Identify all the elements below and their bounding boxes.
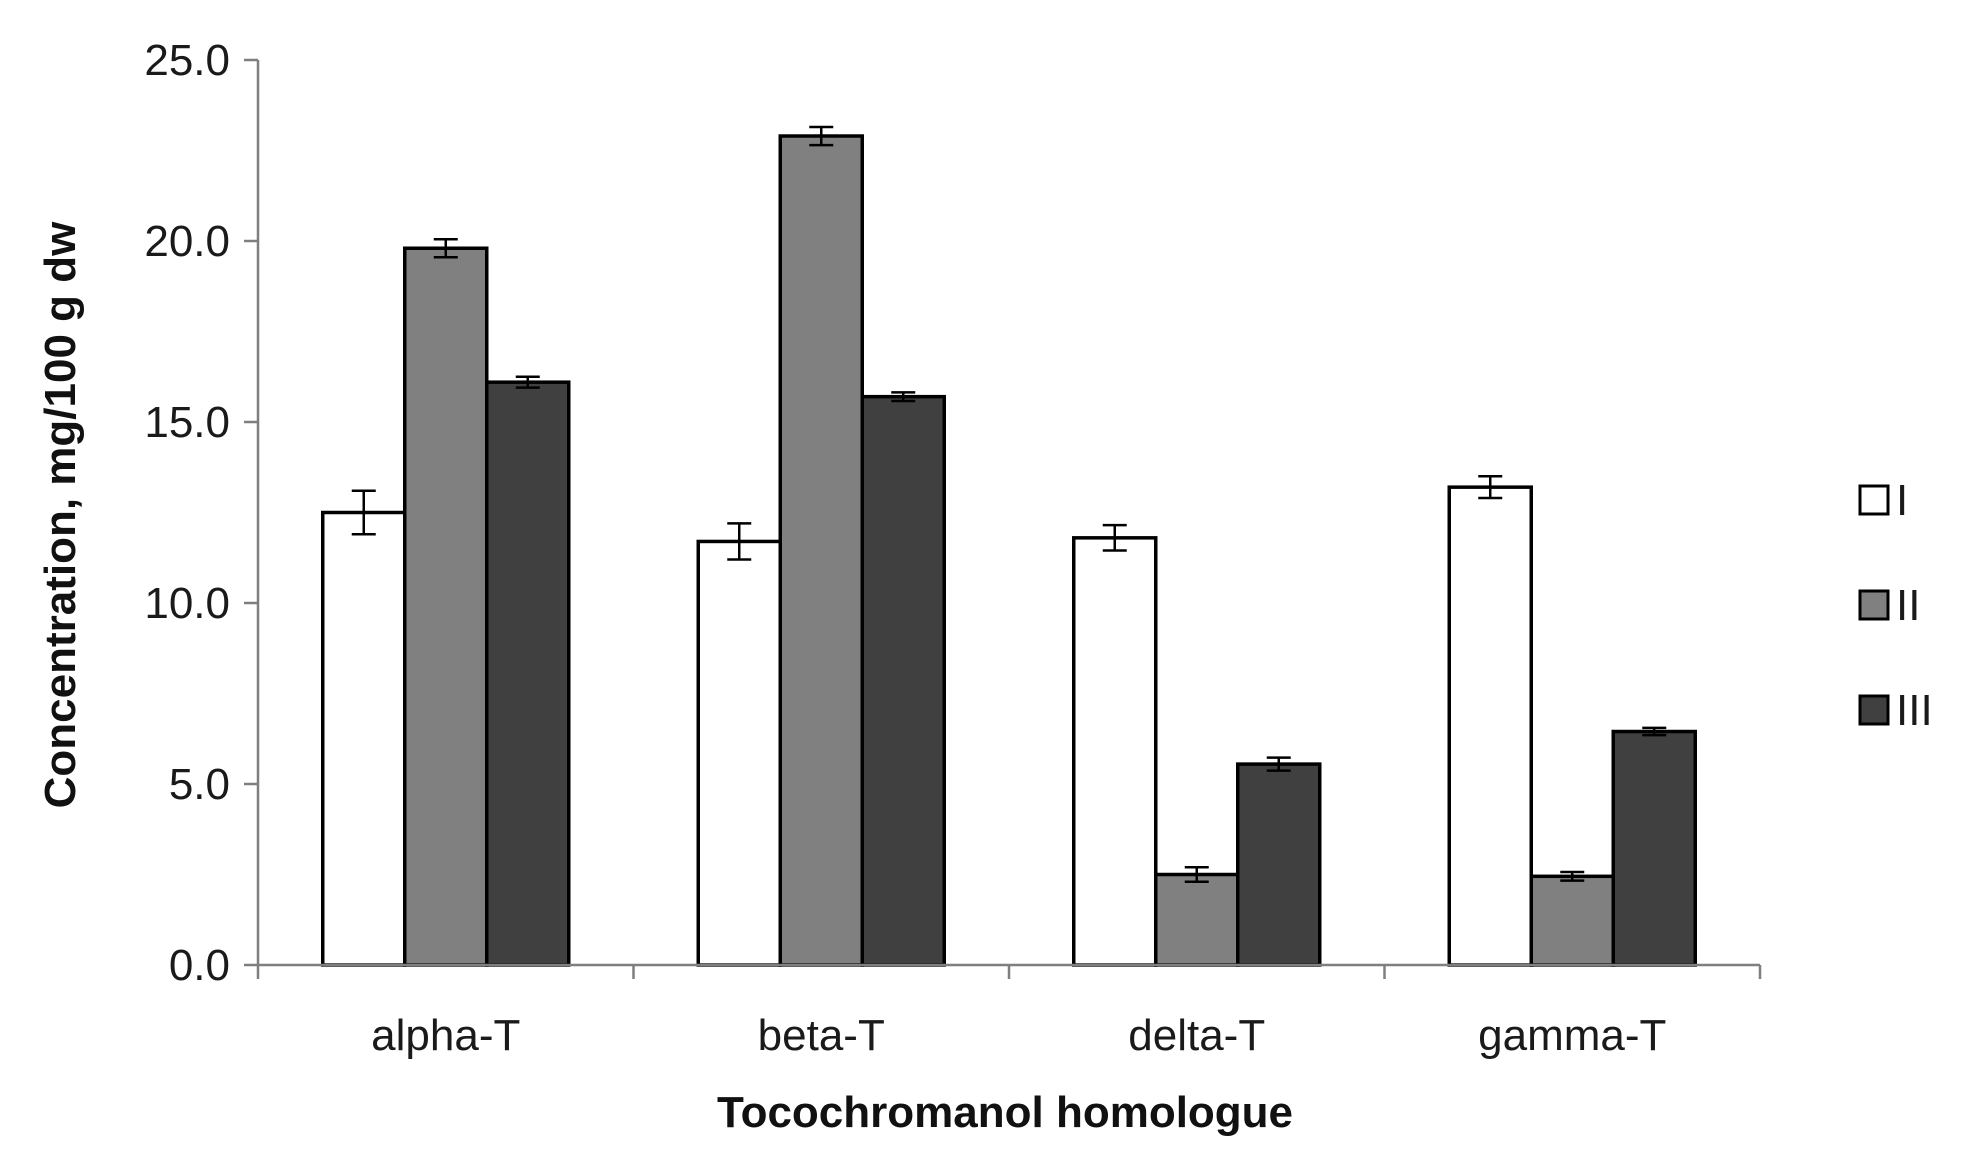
legend-label-III: III: [1896, 686, 1933, 735]
bar-beta-T-I: [696, 539, 782, 967]
bar-beta-T-II: [778, 134, 864, 967]
axes-layer: [244, 58, 1762, 979]
bar-gamma-T-I: [1447, 485, 1533, 967]
legend-swatch-III: [1858, 694, 1890, 726]
legend-label-I: I: [1896, 476, 1908, 525]
bar-alpha-T-I: [321, 510, 407, 967]
y-tick-label-20: 20.0: [144, 217, 230, 266]
y-tick-label-0: 0.0: [169, 941, 230, 990]
y-tick-label-25: 25.0: [144, 36, 230, 85]
y-tick-label-5: 5.0: [169, 760, 230, 809]
labels-layer: alpha-T beta-T delta-T gamma-T 0.0 5.0 10.0 15.…: [144, 36, 1666, 1060]
legend-swatch-I: [1858, 484, 1890, 516]
bar-delta-T-I: [1072, 536, 1158, 967]
error-bars-layer: [351, 125, 1667, 883]
bar-gamma-T-II: [1529, 874, 1615, 967]
bar-alpha-T-II: [403, 246, 489, 967]
bar-delta-T-II: [1154, 872, 1240, 967]
x-tick-label-delta-T: delta-T: [1128, 1011, 1265, 1060]
y-axis-title: Concentration, mg/100 g dw: [36, 221, 85, 809]
legend-swatch-II: [1858, 589, 1890, 621]
x-axis-title: Tocochromanol homologue: [717, 1088, 1293, 1137]
x-tick-label-alpha-T: alpha-T: [371, 1011, 520, 1060]
x-tick-label-gamma-T: gamma-T: [1478, 1011, 1666, 1060]
bars-layer: [321, 134, 1697, 967]
y-tick-label-15: 15.0: [144, 398, 230, 447]
bar-alpha-T-III: [485, 380, 571, 967]
bar-delta-T-III: [1236, 762, 1322, 967]
bar-beta-T-III: [860, 394, 946, 967]
y-tick-label-10: 10.0: [144, 579, 230, 628]
legend-label-II: II: [1896, 581, 1920, 630]
x-tick-label-beta-T: beta-T: [758, 1011, 885, 1060]
bar-gamma-T-III: [1611, 729, 1697, 967]
